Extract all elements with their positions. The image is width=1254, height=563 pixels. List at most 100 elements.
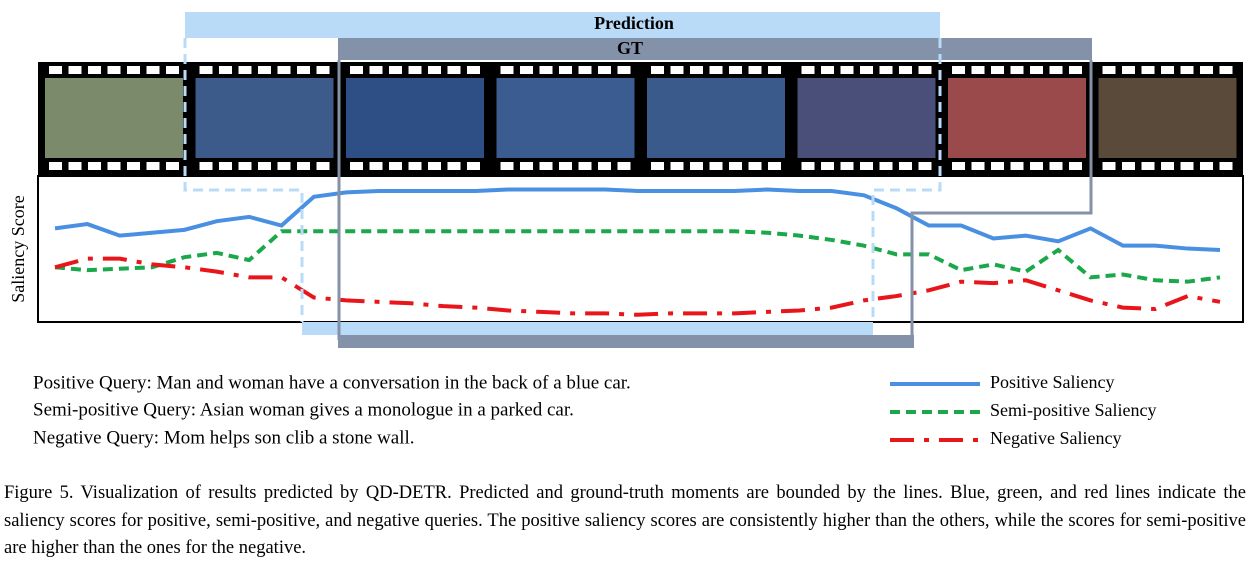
sprocket-hole [709, 66, 723, 74]
sprocket-hole [1049, 162, 1063, 170]
sprocket-hole [49, 66, 62, 74]
sprocket-hole [899, 162, 912, 170]
sprocket-hole [918, 66, 932, 74]
legend-label: Negative Saliency [990, 428, 1121, 448]
sprocket-hole [219, 66, 232, 74]
sprocket-hole [408, 162, 422, 170]
sprocket-hole [840, 66, 854, 74]
sprocket-hole [408, 66, 422, 74]
saliency-line [54, 256, 1221, 317]
y-axis-label: Saliency Score [8, 195, 28, 302]
saliency-line [54, 187, 1221, 252]
sprocket-hole [389, 66, 402, 74]
sprocket-hole [127, 162, 140, 170]
sprocket-hole [1069, 162, 1082, 170]
sprocket-hole [1102, 162, 1116, 170]
sprocket-hole [598, 162, 611, 170]
sprocket-hole [1102, 66, 1116, 74]
sprocket-hole [821, 162, 834, 170]
sprocket-hole [258, 66, 271, 74]
sprocket-hole [860, 162, 873, 170]
gt-label: GT [617, 38, 643, 58]
sprocket-hole [297, 66, 310, 74]
legend: Positive Saliency Semi-positive Saliency N… [890, 372, 1156, 448]
sprocket-hole [1122, 162, 1135, 170]
gt-bottom-bar [338, 335, 914, 348]
film-frame [45, 78, 183, 158]
sprocket-hole [1141, 162, 1155, 170]
sprocket-hole [467, 162, 480, 170]
sprocket-hole [651, 66, 664, 74]
frames [45, 66, 1237, 170]
sprocket-hole [768, 66, 781, 74]
gt-bounds [337, 60, 1093, 340]
sprocket-hole [598, 66, 611, 74]
sprocket-hole [690, 66, 703, 74]
sprocket-hole [166, 162, 179, 170]
prediction-bounds [183, 38, 942, 322]
sprocket-hole [166, 66, 179, 74]
sprocket-hole [801, 66, 815, 74]
sprocket-hole [277, 162, 291, 170]
sprocket-hole [316, 162, 330, 170]
sprocket-hole [1180, 162, 1194, 170]
sprocket-hole [350, 162, 363, 170]
plot-frame [37, 175, 1244, 323]
sprocket-hole [199, 66, 213, 74]
sprocket-hole [821, 66, 834, 74]
film-frame [346, 78, 484, 158]
sprocket-hole [238, 66, 252, 74]
sprocket-hole [918, 162, 932, 170]
prediction-bottom-bar [302, 322, 873, 335]
gt-bar [338, 38, 1092, 60]
sprocket-hole [971, 66, 985, 74]
legend-label: Semi-positive Saliency [990, 400, 1156, 420]
sprocket-hole [801, 162, 815, 170]
prediction-bar [185, 12, 940, 38]
legend-label: Positive Saliency [990, 372, 1115, 392]
sprocket-hole [559, 162, 572, 170]
sprocket-hole [88, 162, 101, 170]
sprocket-hole [297, 162, 310, 170]
sprocket-hole [971, 162, 985, 170]
sprocket-hole [617, 66, 631, 74]
sprocket-hole [238, 162, 252, 170]
query: Negative Query: Mom helps son clib a sto… [33, 427, 415, 448]
sprocket-hole [447, 66, 461, 74]
sprocket-hole [350, 66, 363, 74]
sprocket-hole [1030, 66, 1043, 74]
film-frame [496, 78, 635, 158]
sprocket-hole [258, 162, 271, 170]
query: Semi-positive Query: Asian woman gives a… [33, 399, 574, 420]
sprocket-hole [952, 162, 965, 170]
sprocket-hole [748, 162, 762, 170]
sprocket-hole [428, 162, 441, 170]
film-frame [195, 78, 334, 158]
sprocket-hole [879, 162, 893, 170]
sprocket-hole [127, 66, 140, 74]
sprocket-hole [88, 66, 101, 74]
sprocket-hole [1200, 66, 1213, 74]
sprocket-hole [316, 66, 330, 74]
sprocket-hole [539, 162, 553, 170]
sprocket-hole [617, 162, 631, 170]
film-frame [797, 78, 936, 158]
sprocket-hole [578, 162, 592, 170]
sprocket-hole [1200, 162, 1213, 170]
caption: Figure 5. Visualization of results predi… [4, 483, 1246, 558]
sprocket-hole [1049, 66, 1063, 74]
sprocket-hole [729, 66, 742, 74]
sprocket-hole [670, 162, 684, 170]
sprocket-hole [219, 162, 232, 170]
sprocket-hole [500, 66, 514, 74]
sprocket-hole [467, 66, 480, 74]
sprocket-hole [709, 162, 723, 170]
sprocket-hole [389, 162, 402, 170]
sprocket-hole [879, 66, 893, 74]
sprocket-hole [559, 66, 572, 74]
sprocket-hole [840, 162, 854, 170]
sprocket-hole [428, 66, 441, 74]
sprocket-hole [369, 66, 383, 74]
sprocket-hole [68, 66, 82, 74]
